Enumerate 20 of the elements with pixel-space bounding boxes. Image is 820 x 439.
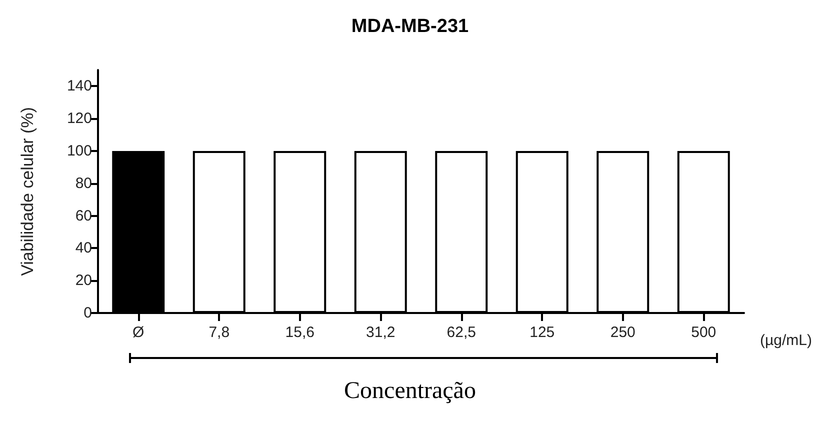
y-axis-title: Viabilidade celular (%) <box>18 107 37 276</box>
x-tick-label: 15,6 <box>285 324 314 341</box>
text: (µg/mL) <box>760 332 812 349</box>
y-tick-label: 40 <box>75 240 92 257</box>
x-tick-label: 31,2 <box>366 324 396 341</box>
y-tick-label: 60 <box>75 207 92 224</box>
x-tick-label: Ø <box>132 324 145 341</box>
x-tick-label: 250 <box>610 324 636 341</box>
y-tick-label: 80 <box>75 174 92 192</box>
x-tick-label: 125 <box>530 324 555 341</box>
y-tick-label: 140 <box>66 78 92 95</box>
y-tick-label: 0 <box>84 304 92 322</box>
y-tick-label: 20 <box>75 272 92 290</box>
y-tick-label: 100 <box>66 142 92 160</box>
x-tick-label: 7,8 <box>208 324 230 341</box>
y-tick-label: 120 <box>66 110 92 128</box>
x-tick-label: 500 <box>691 324 716 341</box>
x-tick-label: 62,5 <box>446 324 476 341</box>
x-axis-title: Concentração <box>343 378 477 405</box>
chart-title: MDA-MB-231 <box>351 16 470 37</box>
